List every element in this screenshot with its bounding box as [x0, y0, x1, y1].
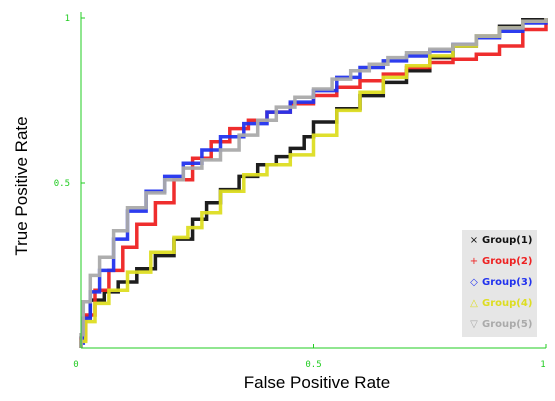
series-5-line — [79, 18, 548, 348]
legend-label-3: Group(3) — [482, 277, 532, 288]
legend-label-4: Group(4) — [482, 298, 532, 309]
legend-marker-5: ▽ — [470, 319, 478, 330]
x-tick-label: 1 — [540, 360, 545, 370]
y-tick-label: 0.5 — [54, 179, 70, 189]
legend-label-1: Group(1) — [482, 235, 532, 246]
legend: × Group(1) + Group(2) ◇ Group(3) △ Group(4) ▽ Gro… — [462, 230, 537, 337]
series-5-group — [79, 18, 548, 348]
legend-label-5: Group(5) — [482, 319, 532, 330]
legend-label-2: Group(2) — [482, 256, 532, 267]
legend-marker-2: + — [470, 256, 478, 267]
y-axis-title: True Positive Rate — [12, 116, 31, 255]
x-tick-label: 0.5 — [305, 360, 321, 370]
ticks-layer: 0.5 1 0.5 1 — [54, 14, 547, 370]
legend-marker-1: × — [470, 235, 478, 246]
y-tick-label: 1 — [65, 14, 70, 24]
curves-layer — [79, 17, 548, 348]
legend-background — [462, 230, 537, 337]
origin-tick-label: 0 — [73, 360, 78, 370]
legend-marker-4: △ — [470, 298, 478, 309]
legend-marker-3: ◇ — [470, 277, 478, 288]
x-axis-title: False Positive Rate — [244, 373, 390, 392]
